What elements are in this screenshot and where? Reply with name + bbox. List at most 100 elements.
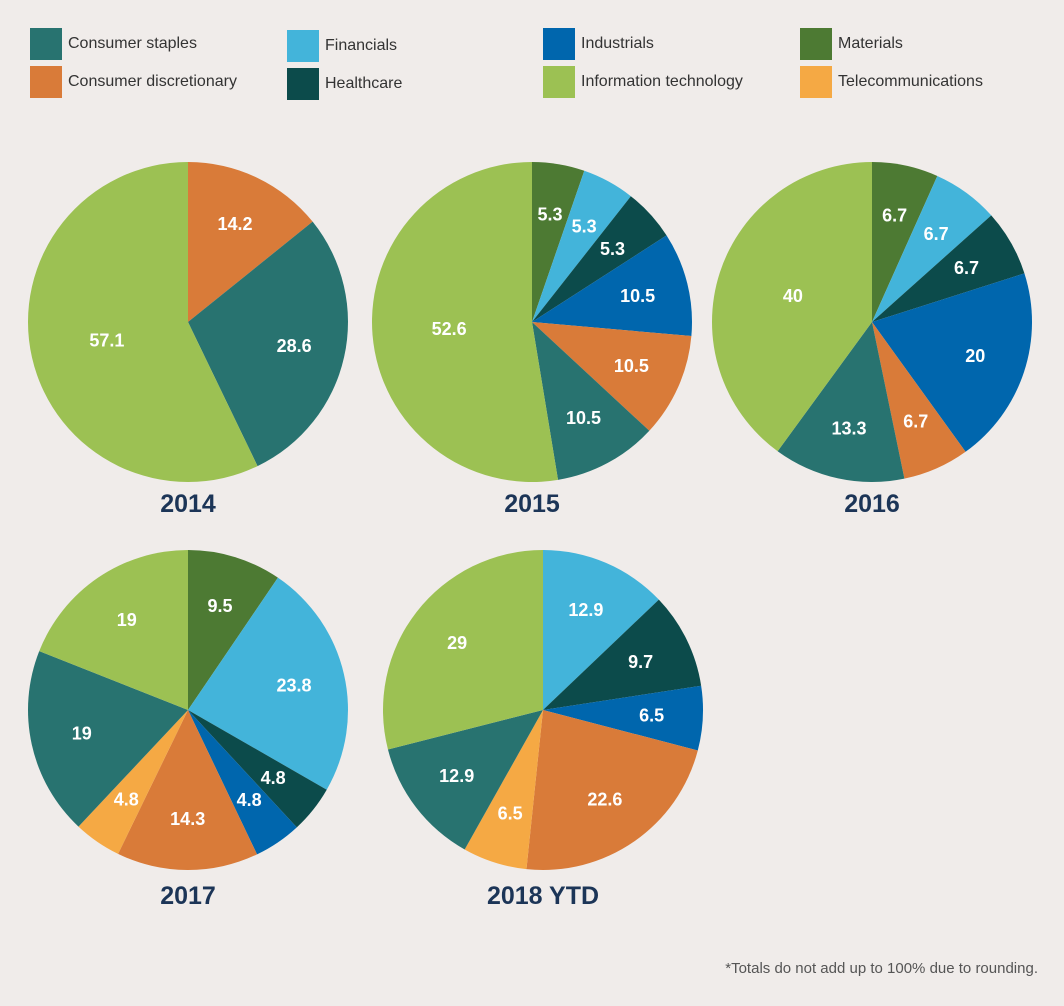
legend-item-financials: Financials (287, 30, 397, 62)
legend-item-telecommunications: Telecommunications (800, 66, 983, 98)
pie-slice-healthcare (188, 710, 327, 828)
pie-slice-industrials (532, 235, 692, 337)
slice-value-label: 23.8 (276, 676, 311, 696)
pie-slice-consumer-discretionary (872, 322, 966, 479)
footnote: *Totals do not add up to 100% due to rou… (725, 960, 1038, 977)
pie-title: 2015 (504, 490, 560, 518)
legend-label: Consumer staples (68, 35, 197, 52)
slice-value-label: 6.5 (639, 706, 664, 726)
legend-swatch (287, 68, 319, 100)
slice-value-label: 10.5 (620, 286, 655, 306)
slice-value-label: 6.7 (882, 206, 907, 226)
slice-value-label: 9.5 (207, 596, 232, 616)
legend-label: Consumer discretionary (68, 73, 237, 90)
slice-value-label: 6.7 (903, 412, 928, 432)
pie-slice-information-technology (382, 550, 543, 750)
legend-swatch (287, 30, 319, 62)
slice-value-label: 5.3 (537, 205, 562, 225)
legend-label: Information technology (581, 73, 743, 90)
legend-item-healthcare: Healthcare (287, 68, 402, 100)
slice-value-label: 10.5 (566, 408, 601, 428)
pie-title: 2017 (160, 882, 216, 910)
slice-value-label: 6.7 (954, 258, 979, 278)
legend-item-consumer-staples: Consumer staples (30, 28, 197, 60)
legend-swatch (30, 66, 62, 98)
slice-value-label: 40 (783, 286, 803, 306)
legend-swatch (800, 66, 832, 98)
slice-value-label: 14.3 (170, 809, 205, 829)
slice-value-label: 10.5 (614, 356, 649, 376)
pie-slice-materials (872, 162, 938, 322)
legend-item-consumer-discretionary: Consumer discretionary (30, 66, 237, 98)
pie-slice-financials (872, 175, 992, 322)
pie-slice-materials (188, 550, 278, 710)
pie-slice-information-technology (27, 162, 258, 482)
pie-slice-financials (532, 170, 631, 322)
legend-label: Financials (325, 37, 398, 54)
pie-slice-financials (543, 550, 659, 710)
pie-slice-information-technology (711, 161, 872, 452)
slice-value-label: 57.1 (89, 331, 124, 351)
legend-label: Healthcare (325, 75, 403, 92)
pie-slice-information-technology (39, 550, 188, 710)
pie-slice-consumer-staples (28, 651, 189, 827)
pie-slice-industrials (872, 273, 1033, 452)
slice-value-label: 6.5 (498, 804, 523, 824)
pie-slice-financials (188, 577, 348, 790)
slice-value-label: 5.3 (572, 217, 597, 237)
legend-item-industrials: Industrials (543, 28, 654, 60)
slice-value-label: 28.6 (277, 336, 312, 356)
legend-swatch (543, 66, 575, 98)
pie-slice-consumer-staples (777, 322, 905, 482)
pie-slice-industrials (543, 685, 703, 751)
slice-value-label: 14.2 (217, 214, 252, 234)
slice-value-label: 22.6 (587, 789, 622, 809)
pie-slice-healthcare (543, 599, 702, 710)
slice-value-label: 4.8 (237, 790, 262, 810)
slice-value-label: 6.7 (924, 224, 949, 244)
slice-value-label: 13.3 (831, 418, 866, 438)
pie-slice-consumer-discretionary (526, 710, 698, 870)
pie-slice-materials (532, 162, 585, 322)
legend-label: Industrials (581, 35, 654, 52)
pie-slice-healthcare (532, 196, 667, 322)
slice-value-label: 29 (447, 633, 467, 653)
legend-swatch (800, 28, 832, 60)
pie-title: 2018 YTD (487, 882, 599, 910)
slice-value-label: 19 (117, 610, 137, 630)
slice-value-label: 20 (965, 346, 985, 366)
legend-swatch (30, 28, 62, 60)
pie-slice-healthcare (872, 215, 1025, 322)
pie-slice-consumer-staples (532, 322, 650, 480)
pie-slice-consumer-discretionary (532, 322, 692, 431)
pie-title: 2016 (844, 490, 900, 518)
slice-value-label: 52.6 (432, 319, 467, 339)
pie-slice-consumer-staples (387, 710, 543, 850)
slice-value-label: 12.9 (568, 600, 603, 620)
pie-slice-consumer-discretionary (188, 162, 313, 322)
legend-item-materials: Materials (800, 28, 903, 60)
slice-value-label: 4.8 (261, 768, 286, 788)
pie-title: 2014 (160, 490, 216, 518)
legend-label: Materials (838, 35, 903, 52)
slice-value-label: 12.9 (439, 766, 474, 786)
legend-item-information-technology: Information technology (543, 66, 743, 98)
legend-label: Telecommunications (838, 73, 983, 90)
slice-value-label: 19 (72, 724, 92, 744)
pie-slice-consumer-discretionary (118, 710, 258, 870)
slice-value-label: 4.8 (114, 790, 139, 810)
pie-slice-telecommunications (464, 710, 543, 870)
pie-slice-industrials (188, 710, 297, 855)
legend-swatch (543, 28, 575, 60)
pie-slice-information-technology (371, 162, 559, 482)
slice-value-label: 5.3 (600, 239, 625, 259)
slice-value-label: 9.7 (628, 652, 653, 672)
pie-slice-consumer-staples (188, 221, 348, 467)
pie-chart-2014: 14.2 28.6 57.1 2014 (27, 162, 348, 518)
pie-slice-telecommunications (78, 710, 188, 854)
